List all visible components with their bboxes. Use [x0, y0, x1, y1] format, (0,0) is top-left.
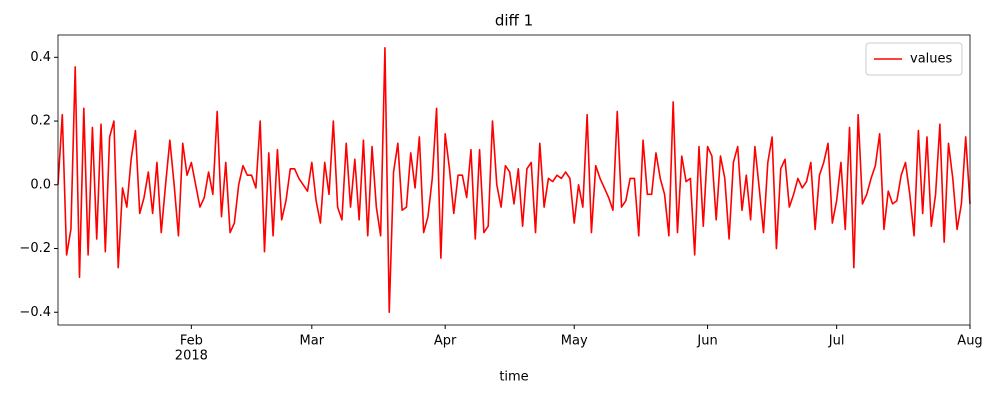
plot-frame: [57, 34, 971, 326]
y-tick-label: 0.0: [30, 177, 51, 192]
legend-label: values: [910, 52, 953, 67]
x-tick-label: Mar: [300, 334, 325, 349]
y-tick-label: 0.4: [30, 50, 51, 65]
chart-title: diff 1: [495, 12, 533, 30]
x-tick-label: Feb: [180, 334, 203, 349]
x-tick-label: Jul: [828, 334, 845, 349]
x-tick-label: Aug: [957, 334, 982, 349]
legend-box: [865, 42, 963, 76]
y-tick-label: −0.2: [19, 241, 51, 256]
y-tick-label: 0.2: [30, 114, 51, 129]
x-tick-sublabel: 2018: [175, 349, 208, 364]
x-tick-label: Jun: [696, 334, 717, 349]
data-line: [57, 46, 971, 314]
x-tick-label: Apr: [434, 334, 457, 349]
y-tick-label: −0.4: [19, 305, 51, 320]
x-axis-label: time: [499, 370, 528, 385]
x-tick-label: May: [561, 334, 588, 349]
